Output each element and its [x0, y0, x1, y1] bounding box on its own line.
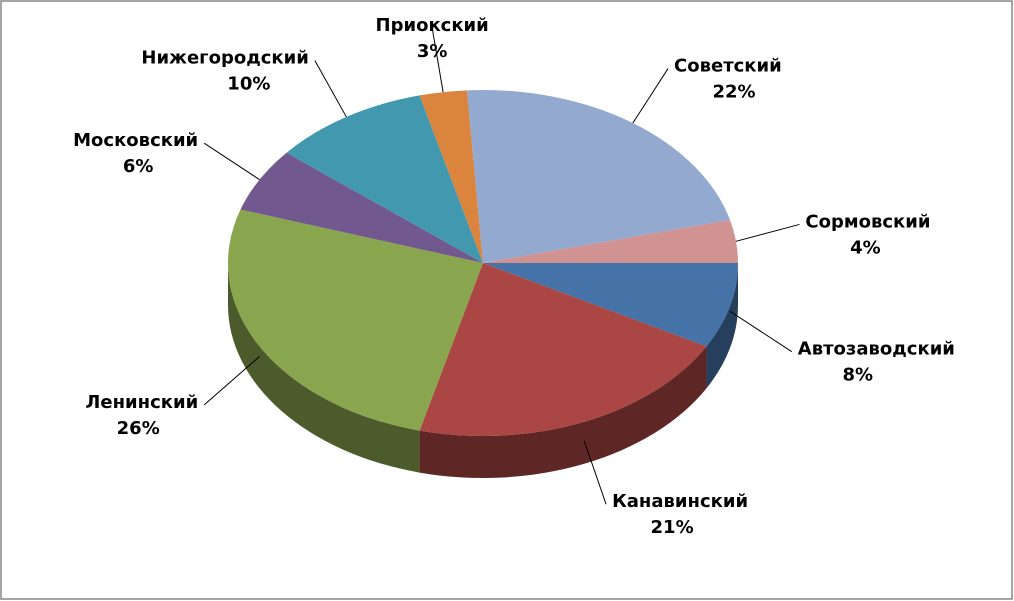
- slice-value-label: 4%: [850, 237, 881, 258]
- slice-label: Нижегородский: [141, 47, 308, 68]
- slice-label: Приокский: [376, 15, 489, 36]
- slice-value-label: 22%: [712, 82, 755, 103]
- slice-label: Советский: [674, 56, 782, 77]
- leader-line: [583, 440, 607, 505]
- slice-side: [706, 263, 738, 389]
- slice-side: [228, 263, 420, 473]
- slice-value-label: 26%: [117, 418, 160, 439]
- slice-side: [419, 346, 707, 478]
- slice-value-label: 10%: [227, 73, 270, 94]
- slice: [466, 90, 730, 263]
- slice-value-label: 6%: [123, 156, 154, 177]
- leader-line: [203, 356, 260, 406]
- slice: [240, 152, 483, 263]
- slice: [483, 219, 738, 263]
- slice: [419, 263, 707, 436]
- slice-label: Канавинский: [612, 491, 748, 512]
- slice: [419, 90, 483, 264]
- slice-value-label: 8%: [843, 365, 874, 386]
- slice-value-label: 3%: [417, 41, 448, 62]
- slice: [483, 263, 738, 347]
- leader-line: [431, 27, 444, 93]
- leader-line: [632, 68, 669, 124]
- leader-line: [314, 60, 347, 118]
- leader-line: [735, 223, 800, 242]
- leader-line: [729, 310, 793, 353]
- slice-label: Московский: [73, 130, 198, 151]
- slice: [286, 95, 483, 263]
- slice: [227, 209, 483, 431]
- slice-label: Ленинский: [85, 392, 198, 413]
- slice-label: Автозаводский: [798, 339, 955, 360]
- slice-label: Сормовский: [805, 211, 930, 232]
- slice-value-label: 21%: [651, 517, 694, 538]
- leader-line: [203, 142, 260, 181]
